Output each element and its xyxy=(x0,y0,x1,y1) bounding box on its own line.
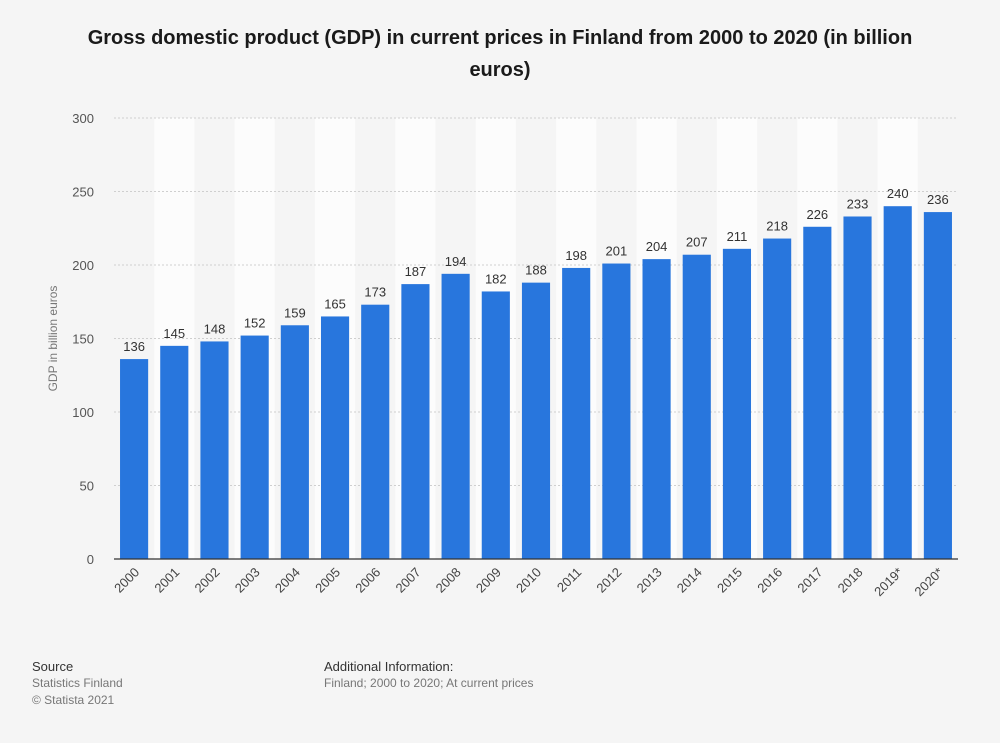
bar-2015 xyxy=(722,248,752,559)
x-tick-label: 2016 xyxy=(754,565,785,596)
data-label: 211 xyxy=(727,229,748,244)
x-tick-label: 2010 xyxy=(513,565,544,596)
x-tick-label: 2004 xyxy=(272,565,303,596)
bar-2018 xyxy=(843,216,872,560)
bar-2011 xyxy=(562,267,591,559)
bar-2014 xyxy=(682,254,711,559)
x-tick-label: 2019* xyxy=(871,565,906,600)
chart-title: Gross domestic product (GDP) in current … xyxy=(87,27,913,81)
x-tick-label: 2013 xyxy=(634,565,665,596)
y-tick-label: 200 xyxy=(72,258,94,273)
x-tick-label: 2011 xyxy=(554,565,584,595)
y-tick-label: 300 xyxy=(72,111,94,126)
x-tick-label: 2006 xyxy=(352,565,383,596)
data-label: 240 xyxy=(887,186,909,201)
y-axis-title: GDP in billion euros xyxy=(46,286,60,392)
data-label: 159 xyxy=(284,305,306,320)
x-tick-label: 2000 xyxy=(111,565,142,596)
data-label: 173 xyxy=(364,285,386,300)
x-tick-label: 2014 xyxy=(674,565,705,596)
data-label: 218 xyxy=(766,219,788,234)
copyright-text: © Statista 2021 xyxy=(32,693,115,707)
data-label: 145 xyxy=(163,326,185,341)
data-label: 233 xyxy=(847,196,869,211)
x-tick-label: 2008 xyxy=(433,565,464,596)
data-label: 194 xyxy=(445,254,467,269)
bar-2000 xyxy=(120,359,149,559)
data-label: 207 xyxy=(686,235,708,250)
bar-2004 xyxy=(280,325,309,559)
additional-info-block: Additional Information: Finland; 2000 to… xyxy=(324,658,533,692)
bar-2013 xyxy=(642,259,671,559)
bar-2003 xyxy=(240,335,269,559)
data-label: 188 xyxy=(525,263,547,278)
data-label: 165 xyxy=(324,296,346,311)
x-tick-label: 2018 xyxy=(835,565,866,596)
data-label: 198 xyxy=(565,248,587,263)
bar-2001 xyxy=(160,345,189,559)
bar-2002 xyxy=(200,341,229,559)
data-label: 148 xyxy=(204,321,226,336)
y-tick-label: 50 xyxy=(80,479,94,494)
y-tick-label: 250 xyxy=(72,185,94,200)
x-tick-label: 2012 xyxy=(593,565,624,596)
y-tick-label: 100 xyxy=(72,405,94,420)
bar-chart: 0 50 100 150 200 250 300 GDP in billion euros 13… xyxy=(46,111,958,600)
source-block: Source Statistics Finland © Statista 202… xyxy=(32,658,123,709)
source-heading: Source xyxy=(32,659,74,674)
x-tick-label: 2003 xyxy=(232,565,263,596)
x-tick-label: 2007 xyxy=(392,565,423,596)
bar-2005 xyxy=(320,316,350,559)
bar-2020 xyxy=(923,212,952,559)
bar-2006 xyxy=(361,304,390,559)
x-tick-label: 2015 xyxy=(714,565,745,596)
bar-2010 xyxy=(521,282,551,559)
x-tick-label: 2020* xyxy=(911,565,946,600)
x-tick-label: 2005 xyxy=(312,565,343,596)
data-label: 187 xyxy=(405,264,427,279)
y-tick-label: 0 xyxy=(87,552,94,567)
bar-2012 xyxy=(602,263,631,559)
bar-2007 xyxy=(401,284,430,559)
bar-2019 xyxy=(883,206,912,559)
y-tick-label: 150 xyxy=(72,332,94,347)
data-label: 136 xyxy=(123,339,145,354)
additional-info-text: Finland; 2000 to 2020; At current prices xyxy=(324,676,534,690)
x-tick-label: 2009 xyxy=(473,565,504,596)
bar-2017 xyxy=(803,226,832,559)
data-label: 236 xyxy=(927,192,949,207)
data-label: 152 xyxy=(244,316,266,331)
additional-info-heading: Additional Information: xyxy=(324,659,454,674)
data-label: 226 xyxy=(806,207,828,222)
bar-2008 xyxy=(441,273,470,559)
x-tick-label: 2002 xyxy=(192,565,223,596)
bar-2009 xyxy=(481,291,510,559)
x-tick-label: 2001 xyxy=(151,565,182,596)
data-label: 201 xyxy=(606,244,628,259)
x-tick-label: 2017 xyxy=(794,565,825,596)
data-label: 182 xyxy=(485,271,507,286)
source-name: Statistics Finland xyxy=(32,676,123,690)
data-label: 204 xyxy=(646,239,668,254)
bar-2016 xyxy=(763,238,792,560)
